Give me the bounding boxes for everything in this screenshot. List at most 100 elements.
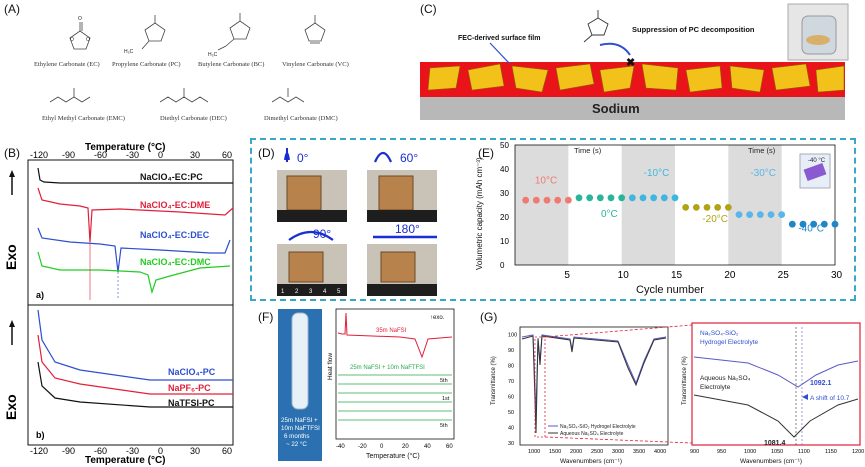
e-point xyxy=(660,194,668,202)
ruler-label: 3 xyxy=(309,289,313,295)
f-exo-label: ↑exo. xyxy=(430,315,445,321)
e-ytick: 50 xyxy=(500,141,509,150)
e-ytick: 40 xyxy=(500,165,509,174)
e-inset-label: -40 °C xyxy=(808,158,826,164)
b-label-ec-dmc: NaClO₄-EC:DMC xyxy=(140,257,211,267)
b-tick-top: 0 xyxy=(158,150,163,160)
bc-substituent: H₃C xyxy=(208,52,218,58)
molecule-name-emc: Ethyl Methyl Carbonate (EMC) xyxy=(42,115,125,122)
g-xtick: 3000 xyxy=(612,449,624,455)
g-main-curve-hydrogel xyxy=(521,334,667,414)
f-xlabel: Temperature (°C) xyxy=(366,452,420,460)
panel-d-label: (D) xyxy=(258,146,275,160)
b-exo-label-bottom: Exo xyxy=(3,394,19,420)
f-xtick: -20 xyxy=(358,444,367,450)
e-ytick: 0 xyxy=(500,261,505,270)
svg-text:O: O xyxy=(78,16,82,22)
g-ylabel: Transmittance (%) xyxy=(491,356,497,405)
e-point xyxy=(778,211,786,218)
b-exo-arrowhead-top xyxy=(9,170,15,177)
b-tick-top: -30 xyxy=(126,150,139,160)
e-band xyxy=(515,145,569,265)
b-top-axis-title: Temperature (°C) xyxy=(85,142,166,153)
e-point xyxy=(714,204,722,211)
e-axis-ticks: 5 10 15 20 25 30 0 10 20 30 40 50 xyxy=(500,141,843,281)
e-band xyxy=(621,145,675,265)
e-temp-label: -20°C xyxy=(702,214,728,225)
g-zoom-curve-aqueous xyxy=(693,394,859,438)
molecule-name-ec: Ethylene Carbonate (EC) xyxy=(34,61,100,68)
g-zoom-ylabel: Transmittance (%) xyxy=(682,356,688,405)
e-xtick: 20 xyxy=(724,270,736,281)
vial-tube xyxy=(291,312,309,410)
dmc-structure xyxy=(271,88,305,103)
g-zoom-line-bottom xyxy=(544,436,693,444)
b-sub-b: b) xyxy=(36,430,45,440)
b-tick-bottom: 0 xyxy=(158,446,163,456)
angle-90: 90° xyxy=(313,227,331,241)
e-point xyxy=(756,211,764,218)
f-plot-frame xyxy=(335,308,455,440)
g-zoom-box xyxy=(534,336,546,438)
g-ytick: 40 xyxy=(508,426,514,432)
b-tick-top: -120 xyxy=(30,150,48,160)
b-bottom-ticks: -120 -90 -60 -30 0 30 60 xyxy=(30,446,232,456)
pc-structure xyxy=(141,15,166,50)
g-ytick: 80 xyxy=(508,364,514,370)
e-temp-label: -30°C xyxy=(750,168,776,179)
ruler-label: 2 xyxy=(295,289,299,295)
b-curve-ec-dmc xyxy=(37,251,231,295)
e-xtick: 25 xyxy=(778,270,790,281)
b-curve-napf6-pc xyxy=(37,334,233,395)
e-data-points xyxy=(522,194,839,228)
e-point xyxy=(682,204,690,211)
g-zoom-label-1: Na₂SO₄-SiO₂ xyxy=(700,330,739,337)
g-zoom-xtick: 1050 xyxy=(771,449,783,455)
g-ytick: 90 xyxy=(508,348,514,354)
b-tick-top: -60 xyxy=(94,150,107,160)
g-xtick: 2500 xyxy=(591,449,603,455)
g-shift-arrow xyxy=(802,394,808,400)
panel-f-chart: 25m NaFSI + 10m NaFTFSI 6 months ~ 22 °C… xyxy=(278,308,455,461)
g-zoom-line-top xyxy=(544,324,693,338)
e-ytick: 20 xyxy=(500,213,509,222)
b-tick-top: 60 xyxy=(222,150,232,160)
g-main-curve-aqueous xyxy=(521,335,667,434)
vial-text-4: ~ 22 °C xyxy=(286,441,307,448)
b-label-napf6-pc: NaPF₆-PC xyxy=(168,383,211,393)
e-xtick: 5 xyxy=(564,270,570,281)
e-xtick: 15 xyxy=(671,270,683,281)
f-5th-label-b: 5th xyxy=(440,423,448,429)
f-xtick: 40 xyxy=(424,444,431,450)
g-zoom-xtick: 1200 xyxy=(852,449,864,455)
e-point xyxy=(628,194,636,202)
e-ytick: 10 xyxy=(500,237,509,246)
g-ytick: 60 xyxy=(508,395,514,401)
g-main-ticks: 30 40 50 60 70 80 90 100 1000 1500 2000 2500 3000 350… xyxy=(508,333,666,456)
panel-b-chart: Temperature (°C) Temperature (°C) -120 -9… xyxy=(3,142,234,466)
g-zoom-xtick: 1150 xyxy=(825,449,837,455)
e-band xyxy=(728,145,782,265)
g-ytick: 30 xyxy=(508,441,514,447)
e-point xyxy=(575,194,583,202)
e-plot-frame xyxy=(514,144,836,266)
e-point xyxy=(554,196,562,204)
f-5th-label-a: 5th xyxy=(440,378,448,384)
ruler-label: 1 xyxy=(281,289,285,295)
fec-film-arrow xyxy=(489,42,511,65)
g-shift-label: A shift of 10.7 xyxy=(810,395,850,402)
f-label-35m: 35m NaFSI xyxy=(376,328,407,334)
e-point xyxy=(522,196,530,204)
g-xtick: 1500 xyxy=(549,449,561,455)
f-xtick: 0 xyxy=(380,444,384,450)
g-xtick: 1000 xyxy=(528,449,540,455)
g-zoom-label-2: Aqueous Na₂SO₄ xyxy=(700,375,751,382)
b-label-naclo4-pc: NaClO₄-PC xyxy=(168,367,216,377)
b-curve-natfsi-pc xyxy=(37,361,233,408)
g-zoom-ticks: 900 950 1000 1050 1100 1150 1200 xyxy=(690,449,864,455)
e-point xyxy=(820,220,828,228)
f-curve-35m xyxy=(337,312,453,359)
vial-sample xyxy=(806,35,830,45)
e-temp-label: -40°C xyxy=(798,223,824,234)
sodium-substrate xyxy=(420,95,845,120)
